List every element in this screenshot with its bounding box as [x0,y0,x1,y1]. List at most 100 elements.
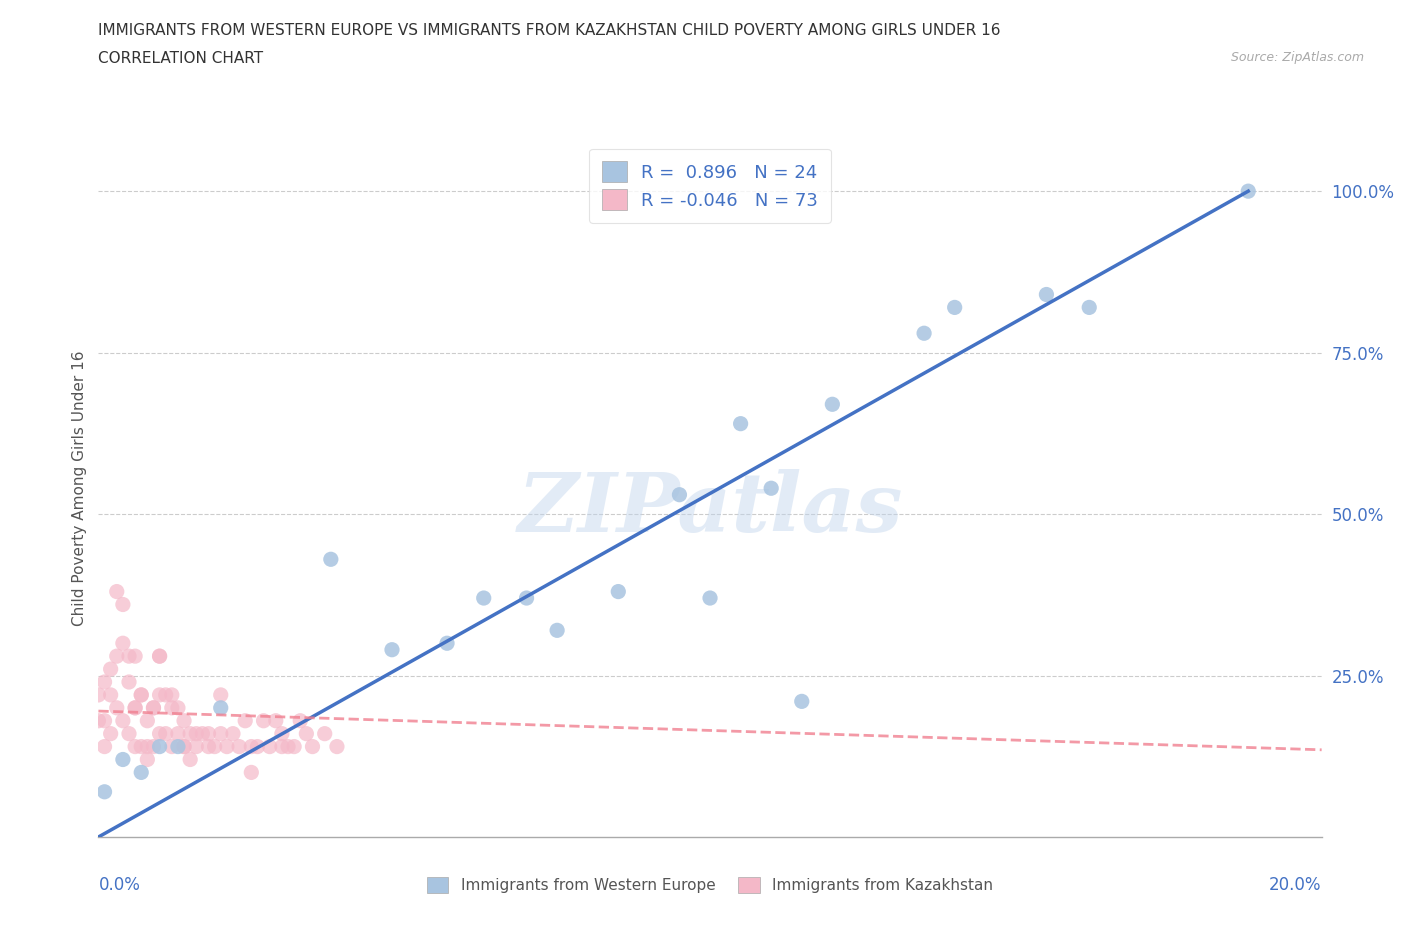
Point [215,739,238,754]
Y-axis label: Child Poverty Among Girls Under 16: Child Poverty Among Girls Under 16 [72,351,87,626]
Point [100,687,122,702]
Point [93,739,115,754]
Point [1035,287,1057,302]
Point [93,713,115,728]
Legend: Immigrants from Western Europe, Immigrants from Kazakhstan: Immigrants from Western Europe, Immigran… [420,870,1000,899]
Point [516,591,538,605]
Point [173,739,195,754]
Point [100,661,122,676]
Point [301,739,323,754]
Point [607,584,630,599]
Point [124,700,146,715]
Point [759,481,782,496]
Point [179,726,201,741]
Point [912,326,935,340]
Point [155,726,177,741]
Point [270,726,292,741]
Text: CORRELATION CHART: CORRELATION CHART [98,51,263,66]
Point [943,300,966,315]
Point [124,739,146,754]
Point [314,726,336,741]
Point [240,765,263,780]
Point [209,687,232,702]
Point [111,713,134,728]
Point [1237,184,1260,199]
Point [129,687,152,702]
Point [124,700,146,715]
Point [167,726,190,741]
Point [149,649,172,664]
Point [546,623,568,638]
Point [197,726,219,741]
Point [191,726,214,741]
Point [264,713,287,728]
Point [155,687,177,702]
Point [246,739,269,754]
Point [149,649,172,664]
Point [179,752,201,767]
Point [105,584,128,599]
Point [167,700,190,715]
Point [436,636,458,651]
Point [142,739,165,754]
Point [124,649,146,664]
Point [100,726,122,741]
Point [173,739,195,754]
Point [668,487,690,502]
Point [129,739,152,754]
Point [160,687,183,702]
Point [118,674,141,689]
Point [277,739,299,754]
Point [821,397,844,412]
Point [326,739,349,754]
Point [381,643,404,658]
Point [118,649,141,664]
Point [1078,300,1101,315]
Point [160,700,183,715]
Point [160,739,183,754]
Point [173,713,195,728]
Point [790,694,813,709]
Point [252,713,274,728]
Point [290,713,312,728]
Point [240,739,263,754]
Text: 20.0%: 20.0% [1270,876,1322,894]
Point [136,739,159,754]
Point [111,752,134,767]
Text: IMMIGRANTS FROM WESTERN EUROPE VS IMMIGRANTS FROM KAZAKHSTAN CHILD POVERTY AMONG: IMMIGRANTS FROM WESTERN EUROPE VS IMMIGR… [98,23,1001,38]
Point [87,713,110,728]
Point [149,687,172,702]
Point [259,739,281,754]
Point [186,739,208,754]
Text: 0.0%: 0.0% [98,876,141,894]
Point [93,784,115,799]
Point [142,700,165,715]
Point [142,700,165,715]
Point [730,417,752,432]
Point [149,739,172,754]
Point [129,687,152,702]
Point [186,726,208,741]
Point [222,726,245,741]
Point [87,687,110,702]
Point [111,597,134,612]
Point [283,739,305,754]
Point [209,700,232,715]
Point [105,649,128,664]
Point [319,551,342,566]
Point [167,739,190,754]
Point [93,674,115,689]
Point [295,726,318,741]
Point [209,726,232,741]
Text: Source: ZipAtlas.com: Source: ZipAtlas.com [1230,51,1364,64]
Point [699,591,721,605]
Point [129,765,152,780]
Point [136,752,159,767]
Point [472,591,495,605]
Point [105,700,128,715]
Point [228,739,250,754]
Point [270,739,292,754]
Point [197,739,219,754]
Point [111,636,134,651]
Point [118,726,141,741]
